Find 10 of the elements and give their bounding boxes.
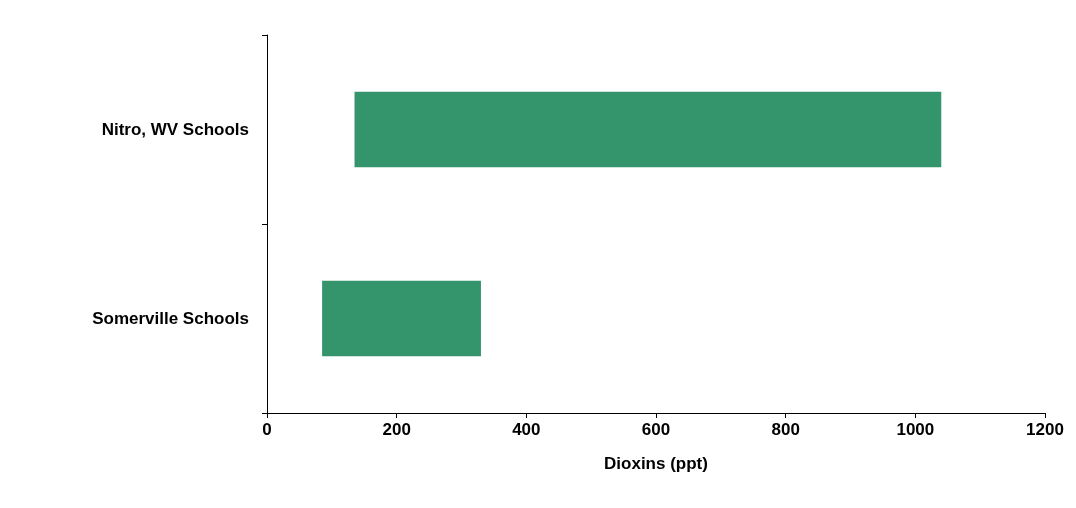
x-tick-label: 1200	[1026, 420, 1064, 439]
x-tick-label: 800	[771, 420, 800, 439]
x-tick-label: 200	[382, 420, 411, 439]
x-tick-label: 1000	[896, 420, 935, 439]
y-tick-label: Somerville Schools	[92, 309, 249, 328]
x-axis-title: Dioxins (ppt)	[604, 454, 708, 473]
x-tick-label: 0	[262, 420, 272, 439]
y-tick-label: Nitro, WV Schools	[101, 120, 249, 139]
x-tick-label: 400	[512, 420, 541, 439]
x-tick-label: 600	[641, 420, 671, 439]
